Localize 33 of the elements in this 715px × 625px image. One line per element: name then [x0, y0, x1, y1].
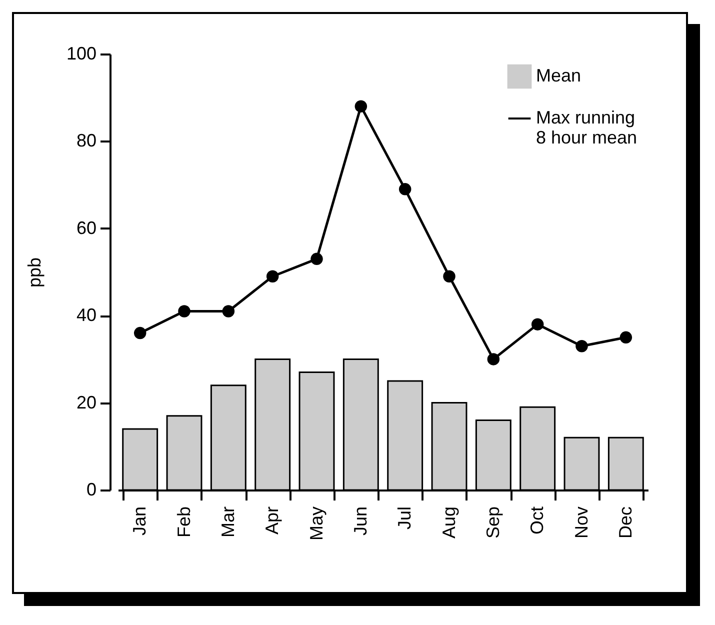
point — [487, 353, 500, 366]
point — [531, 318, 544, 330]
point — [222, 305, 235, 318]
x-tick-label: Jul — [394, 506, 415, 530]
point — [620, 331, 632, 344]
x-tick-label: Nov — [571, 506, 592, 539]
x-tick-label: Apr — [262, 506, 282, 535]
x-tick-label: Feb — [174, 506, 194, 538]
point — [398, 183, 412, 196]
point — [266, 270, 279, 282]
point — [310, 252, 323, 266]
y-tick-label: 0 — [86, 480, 96, 500]
y-axis-title: ppb — [24, 257, 44, 288]
x-tick-label: Oct — [527, 506, 548, 535]
x-tick-label: May — [306, 506, 326, 541]
point — [178, 305, 190, 318]
y-tick-label: 40 — [76, 305, 96, 326]
x-tick-label: Dec — [615, 506, 636, 539]
x-tick-label: Mar — [218, 506, 238, 538]
x-tick-label: Aug — [438, 506, 459, 539]
legend-label: Max running 8 hour mean — [536, 108, 638, 148]
point — [134, 326, 146, 340]
y-tick-label: 100 — [66, 44, 96, 64]
legend-label: Mean — [536, 66, 582, 86]
y-tick-label: 60 — [76, 218, 96, 238]
x-tick-label: Jan — [130, 506, 150, 536]
point — [443, 270, 456, 282]
x-tick-label: Sep — [482, 506, 503, 539]
point — [354, 100, 368, 112]
y-tick-label: 20 — [76, 392, 96, 412]
x-tick-label: Jun — [350, 506, 370, 536]
y-tick-label: 80 — [76, 130, 96, 151]
point — [576, 340, 588, 352]
